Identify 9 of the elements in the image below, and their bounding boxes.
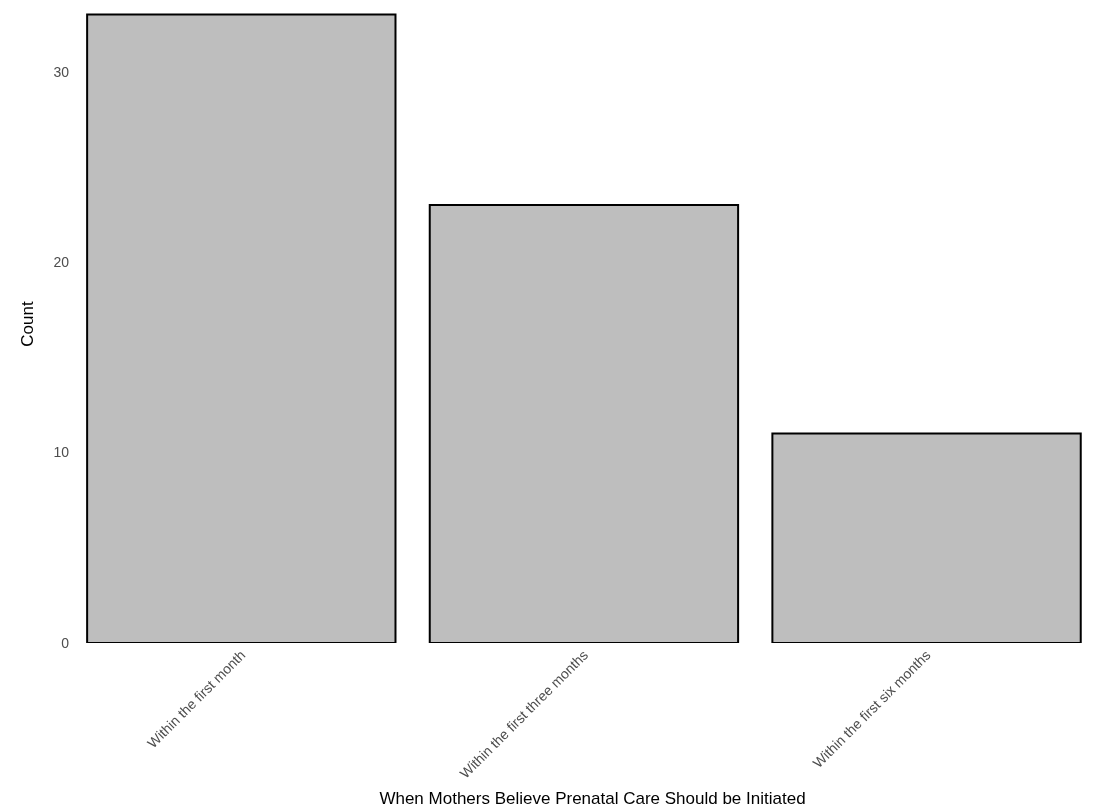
bar [428,203,740,643]
bar [86,13,397,643]
y-tick-label: 0 [61,634,70,651]
x-axis-title: When Mothers Believe Prenatal Care Should be Initiated [379,789,806,808]
bar [771,432,1082,643]
y-tick-label: 10 [53,444,70,461]
y-tick-label: 30 [53,63,70,80]
y-axis-title: Count [17,301,37,347]
y-tick-label: 20 [53,254,70,270]
